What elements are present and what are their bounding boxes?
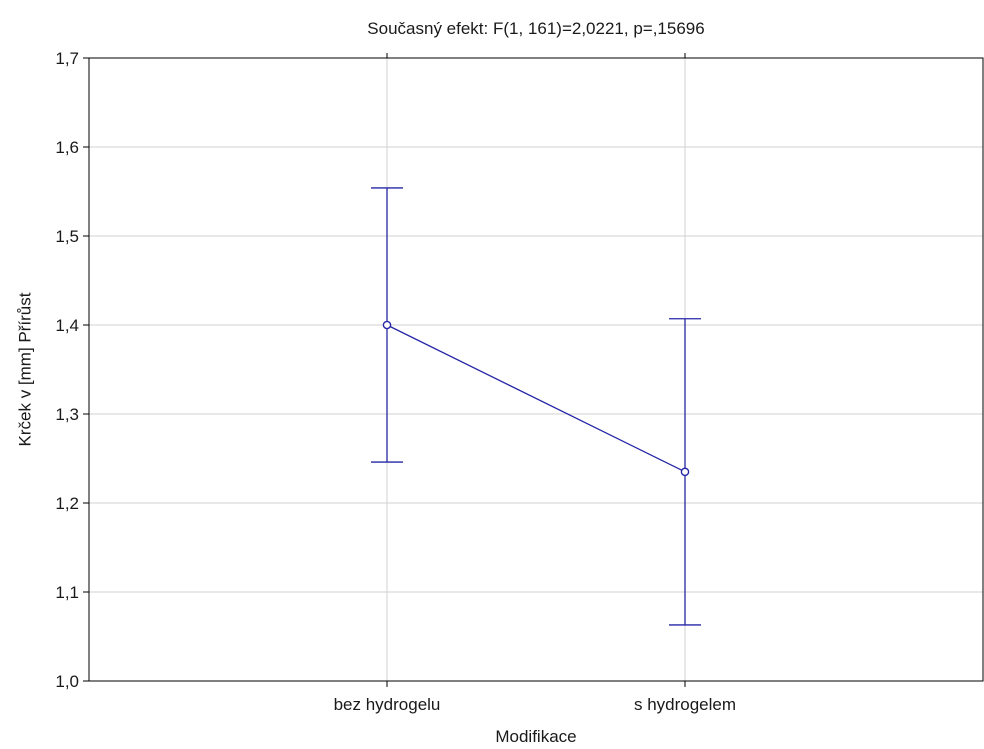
y-tick-label: 1,5 <box>55 227 79 246</box>
y-tick-label: 1,4 <box>55 316 79 335</box>
x-tick-label: bez hydrogelu <box>334 695 441 714</box>
y-tick-label: 1,0 <box>55 672 79 691</box>
x-axis-label: Modifikace <box>495 727 576 746</box>
series-layer <box>371 187 701 626</box>
y-tick-label: 1,1 <box>55 583 79 602</box>
y-tick-label: 1,2 <box>55 494 79 513</box>
data-point <box>680 467 690 477</box>
y-tick-label: 1,7 <box>55 49 79 68</box>
series-line <box>386 324 686 473</box>
chart-title: Současný efekt: F(1, 161)=2,0221, p=,156… <box>367 19 704 38</box>
axis-ticks: 1,0 1,1 1,2 1,3 1,4 1,5 1,6 1,7 bez hydrogelu s h… <box>55 49 736 714</box>
gridlines <box>89 58 983 681</box>
y-axis-label: Krček v [mm] Přírůst <box>15 292 34 446</box>
y-tick-label: 1,3 <box>55 405 79 424</box>
y-tick-label: 1,6 <box>55 138 79 157</box>
data-point <box>382 320 392 330</box>
plot-frame <box>88 57 984 682</box>
x-tick-label: s hydrogelem <box>634 695 736 714</box>
